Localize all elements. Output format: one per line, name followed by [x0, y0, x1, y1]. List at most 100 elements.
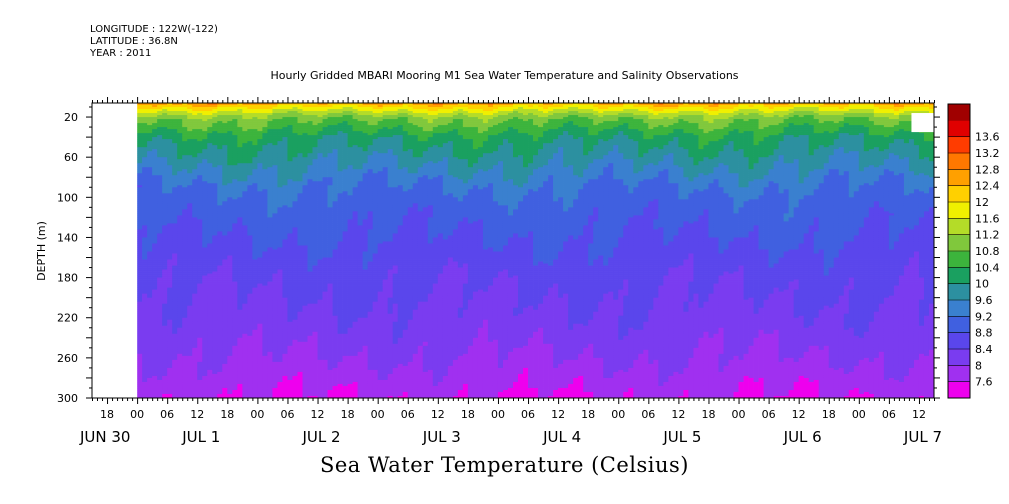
- heatmap-cell: [182, 235, 188, 238]
- heatmap-cell: [182, 161, 188, 164]
- heatmap-cell: [182, 201, 188, 204]
- heatmap-cell: [237, 309, 243, 313]
- heatmap-cell: [147, 287, 153, 290]
- heatmap-cell: [207, 273, 213, 276]
- heatmap-cell: [242, 223, 248, 226]
- heatmap-cell: [162, 395, 168, 399]
- heatmap-cell: [147, 369, 153, 373]
- heatmap-cell: [202, 375, 208, 379]
- heatmap-cell: [142, 265, 148, 268]
- heatmap-cell: [192, 271, 198, 274]
- heatmap-cell: [172, 315, 178, 319]
- heatmap-cell: [142, 127, 148, 130]
- heatmap-cell: [252, 133, 258, 136]
- heatmap-cell: [167, 211, 173, 214]
- heatmap-cell: [157, 309, 163, 313]
- heatmap-cell: [222, 267, 228, 270]
- heatmap-cell: [152, 347, 158, 351]
- heatmap-cell: [182, 327, 188, 331]
- heatmap-cell: [287, 303, 293, 307]
- heatmap-cell: [302, 221, 308, 224]
- heatmap-cell: [272, 143, 278, 146]
- heatmap-cell: [172, 185, 178, 188]
- heatmap-cell: [267, 293, 273, 297]
- heatmap-cell: [262, 185, 268, 188]
- heatmap-cell: [172, 181, 178, 184]
- heatmap-cell: [162, 359, 168, 363]
- heatmap-cell: [172, 109, 178, 112]
- heatmap-cell: [182, 103, 188, 106]
- heatmap-cell: [142, 211, 148, 214]
- heatmap-cell: [192, 297, 198, 301]
- heatmap-cell: [302, 375, 308, 379]
- heatmap-cell: [252, 349, 258, 353]
- heatmap-cell: [157, 339, 163, 343]
- heatmap-cell: [267, 257, 273, 260]
- heatmap-cell: [292, 141, 298, 144]
- heatmap-cell: [232, 389, 238, 393]
- heatmap-cell: [292, 157, 298, 160]
- heatmap-cell: [232, 131, 238, 134]
- heatmap-cell: [297, 229, 303, 232]
- heatmap-cell: [222, 303, 228, 307]
- heatmap-cell: [167, 181, 173, 184]
- heatmap-cell: [262, 157, 268, 160]
- heatmap-cell: [267, 145, 273, 148]
- heatmap-cell: [137, 363, 143, 367]
- heatmap-cell: [282, 267, 288, 270]
- heatmap-cell: [232, 199, 238, 202]
- heatmap-cell: [277, 151, 283, 154]
- heatmap-cell: [142, 145, 148, 148]
- heatmap-cell: [252, 335, 258, 339]
- heatmap-cell: [152, 261, 158, 264]
- heatmap-cell: [267, 283, 273, 286]
- heatmap-cell: [232, 107, 238, 110]
- heatmap-cell: [237, 245, 243, 248]
- heatmap-cell: [277, 235, 283, 238]
- heatmap-cell: [142, 369, 148, 373]
- heatmap-cell: [142, 307, 148, 311]
- heatmap-cell: [247, 393, 253, 397]
- heatmap-cell: [212, 127, 218, 130]
- heatmap-cell: [272, 195, 278, 198]
- heatmap-cell: [227, 347, 233, 351]
- heatmap-cell: [162, 107, 168, 110]
- heatmap-cell: [177, 327, 183, 331]
- heatmap-cell: [267, 271, 273, 274]
- heatmap-cell: [152, 139, 158, 142]
- heatmap-cell: [282, 209, 288, 212]
- heatmap-cell: [177, 383, 183, 387]
- heatmap-cell: [137, 107, 143, 110]
- heatmap-cell: [302, 141, 308, 144]
- heatmap-cell: [182, 153, 188, 156]
- heatmap-cell: [192, 301, 198, 305]
- heatmap-cell: [192, 337, 198, 341]
- heatmap-cell: [162, 131, 168, 134]
- heatmap-cell: [232, 311, 238, 315]
- heatmap-cell: [257, 173, 263, 176]
- heatmap-cell: [262, 333, 268, 337]
- heatmap-cell: [227, 203, 233, 206]
- heatmap-cell: [157, 151, 163, 154]
- heatmap-cell: [282, 313, 288, 317]
- heatmap-cell: [237, 355, 243, 359]
- heatmap-cell: [232, 297, 238, 301]
- heatmap-cell: [247, 363, 253, 367]
- heatmap-cell: [217, 261, 223, 264]
- heatmap-cell: [142, 167, 148, 170]
- heatmap-cell: [167, 151, 173, 154]
- heatmap-cell: [187, 147, 193, 150]
- heatmap-cell: [252, 109, 258, 112]
- heatmap-cell: [257, 141, 263, 144]
- heatmap-cell: [257, 295, 263, 299]
- heatmap-cell: [242, 355, 248, 359]
- heatmap-cell: [222, 197, 228, 200]
- heatmap-cell: [237, 251, 243, 254]
- heatmap-cell: [147, 351, 153, 355]
- heatmap-cell: [247, 373, 253, 377]
- heatmap-cell: [302, 257, 308, 260]
- heatmap-cell: [212, 367, 218, 371]
- heatmap-cell: [207, 277, 213, 280]
- heatmap-cell: [137, 195, 143, 198]
- heatmap-cell: [167, 255, 173, 258]
